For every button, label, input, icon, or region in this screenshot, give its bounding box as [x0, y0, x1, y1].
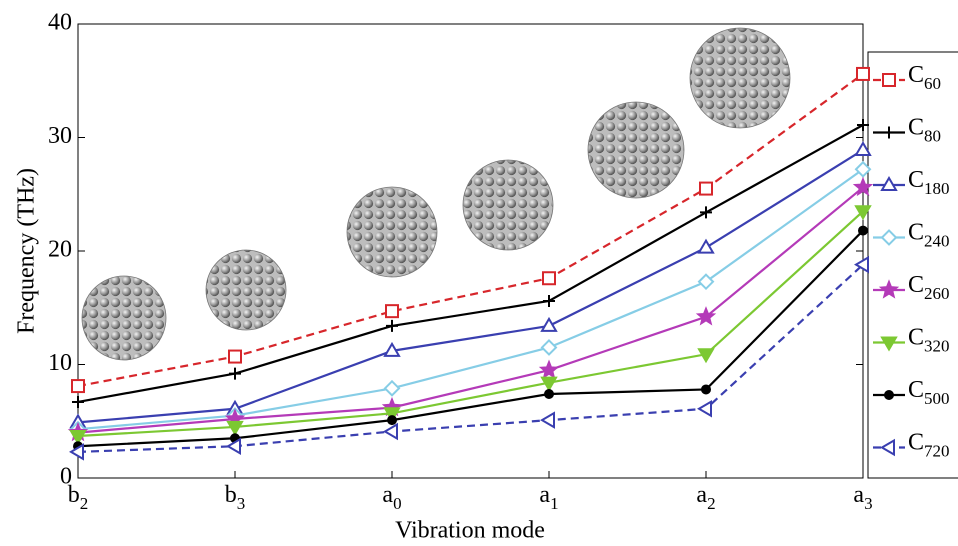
legend-marker — [880, 336, 898, 352]
legend-marker — [880, 176, 898, 191]
legend-marker — [878, 279, 900, 299]
point — [854, 141, 872, 156]
point — [854, 160, 872, 178]
legend-marker — [880, 229, 898, 246]
series-line — [77, 229, 864, 448]
legend-label: C720 — [908, 429, 950, 460]
x-tick-label: b2 — [68, 482, 89, 513]
legend-marker — [884, 390, 894, 400]
x-tick-label: a0 — [382, 482, 401, 513]
y-tick-label: 0 — [60, 464, 72, 490]
point — [383, 407, 401, 423]
legend-marker — [883, 126, 895, 139]
point — [854, 205, 872, 221]
legend-label: C260 — [908, 272, 950, 303]
legend-label: C60 — [908, 62, 941, 93]
point — [540, 316, 558, 332]
point — [857, 119, 869, 132]
x-tick-label: a1 — [539, 482, 558, 513]
point — [540, 339, 558, 356]
point — [697, 238, 715, 254]
point — [387, 415, 397, 426]
point — [72, 395, 84, 408]
point — [383, 341, 401, 357]
legend-label: C240 — [908, 219, 950, 250]
point — [540, 376, 558, 392]
legend-label: C80 — [908, 114, 941, 145]
series-line — [77, 149, 864, 424]
point — [226, 420, 244, 436]
point — [228, 349, 242, 364]
series-line — [77, 168, 864, 431]
point — [697, 348, 715, 364]
point — [229, 367, 241, 380]
point — [700, 206, 712, 219]
point — [544, 389, 554, 400]
point — [697, 400, 712, 418]
point — [226, 437, 241, 455]
point — [697, 273, 715, 291]
point — [701, 384, 711, 395]
legend-marker — [880, 438, 895, 457]
point — [383, 422, 398, 441]
x-tick-label: b3 — [225, 482, 246, 513]
point — [852, 176, 874, 197]
legend-label: C320 — [908, 324, 950, 355]
point — [695, 306, 717, 326]
point — [385, 304, 399, 319]
series-line — [77, 124, 864, 404]
x-axis-label: Vibration mode — [395, 518, 545, 544]
point — [538, 359, 560, 379]
series-line — [77, 263, 864, 453]
legend-marker — [882, 73, 896, 87]
point — [543, 294, 555, 307]
x-tick-label: a3 — [853, 482, 872, 513]
y-axis-label: Frequency (THz) — [14, 168, 40, 334]
legend-label: C500 — [908, 377, 950, 408]
series-line — [77, 73, 864, 388]
point — [858, 225, 868, 236]
y-tick-label: 10 — [48, 350, 72, 376]
y-tick-label: 30 — [48, 123, 72, 149]
point — [386, 319, 398, 332]
y-tick-label: 40 — [48, 10, 72, 36]
point — [383, 379, 401, 397]
fullerene-images — [81, 27, 791, 361]
point — [856, 66, 870, 81]
point — [69, 443, 84, 461]
point — [854, 255, 869, 274]
point — [69, 430, 87, 445]
y-tick-label: 20 — [48, 237, 72, 263]
x-tick-label: a2 — [696, 482, 715, 513]
point — [71, 379, 85, 394]
legend-label: C180 — [908, 167, 950, 198]
point — [699, 181, 713, 196]
series-line — [77, 186, 864, 434]
point — [542, 271, 556, 286]
series-line — [77, 210, 864, 438]
legend-frame — [867, 51, 958, 479]
point — [540, 411, 555, 429]
